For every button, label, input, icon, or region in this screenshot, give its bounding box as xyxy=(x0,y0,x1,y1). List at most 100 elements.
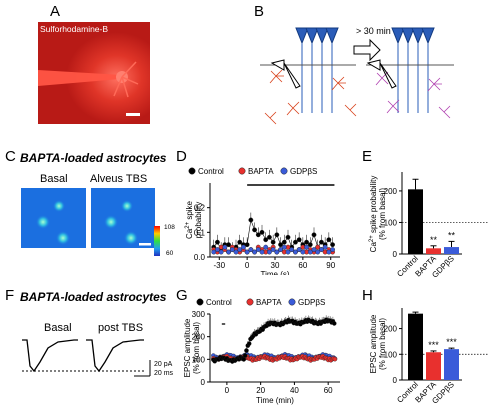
basal-image xyxy=(21,188,86,248)
bar-1 xyxy=(426,352,441,380)
y-axis-label: Ca2+ spike xyxy=(185,200,194,239)
data-point xyxy=(215,239,220,245)
data-point xyxy=(229,247,235,253)
y-tick-label: 200 xyxy=(384,187,398,196)
data-point xyxy=(319,239,324,245)
trace-post-tbs xyxy=(86,339,144,373)
y-axis-label: Ca2+ spike probability xyxy=(369,176,378,253)
data-point xyxy=(326,237,332,243)
panel-a-micrograph: Sulforhodamine-B xyxy=(38,22,150,124)
y-axis-label-2: probability xyxy=(194,202,203,238)
x-tick-label: 20 xyxy=(256,386,265,395)
data-point xyxy=(293,239,298,245)
data-point xyxy=(252,249,257,255)
scale-max: 108 xyxy=(164,224,175,231)
data-point xyxy=(252,227,257,233)
x-tick-label: 30 xyxy=(271,261,280,270)
tbs-image xyxy=(91,188,155,248)
panel-label-a: A xyxy=(50,3,61,20)
data-point xyxy=(241,357,247,362)
bar-2 xyxy=(444,349,459,380)
y-tick-label: 200 xyxy=(384,325,398,334)
astrocytes-after xyxy=(375,71,451,119)
data-point xyxy=(215,247,220,253)
data-point xyxy=(244,242,250,248)
data-point xyxy=(267,234,272,240)
panel-label-c: C xyxy=(5,148,16,165)
y-tick-label: 0.1 xyxy=(194,228,206,237)
x-tick-label: 0 xyxy=(225,386,230,395)
scalebar-pa: 20 pA xyxy=(154,361,173,368)
y-axis-label-2: (% from basal) xyxy=(192,322,201,374)
y-tick-label: 0 xyxy=(393,250,398,259)
scale-min: 60 xyxy=(166,250,174,257)
significance-1: ** xyxy=(430,235,438,245)
y-tick-label: 0 xyxy=(393,376,398,385)
data-point xyxy=(326,249,332,255)
data-point xyxy=(244,249,250,255)
legend-marker-0 xyxy=(196,298,204,306)
data-point xyxy=(233,249,239,255)
data-point xyxy=(285,234,291,240)
legend-label-2: GDPβS xyxy=(298,298,325,307)
data-point xyxy=(331,321,337,326)
y-tick-label: 100 xyxy=(384,218,398,227)
trace-basal xyxy=(22,339,78,373)
x-tick-label: 60 xyxy=(324,386,333,395)
legend-marker-2 xyxy=(288,298,296,306)
legend-marker-1 xyxy=(238,167,246,175)
scalebar-ms: 20 ms xyxy=(154,370,174,377)
bar-2 xyxy=(444,247,459,254)
data-point xyxy=(226,249,231,255)
neurons-after xyxy=(366,27,454,113)
chart-d: Control BAPTA GDPβS 0.0 0.1 0.2 -30 0 30 60 90 Time… xyxy=(185,167,340,275)
panel-label-g: G xyxy=(176,287,188,304)
pipette-fluorescence-image xyxy=(38,22,150,124)
y-tick-label: 0.2 xyxy=(194,204,206,213)
legend-marker-2 xyxy=(280,167,288,175)
y-tick-label: 0.0 xyxy=(194,253,206,262)
data-point xyxy=(263,237,269,243)
legend-label-1: BAPTA xyxy=(256,298,282,307)
bar-1 xyxy=(426,248,441,254)
legend-label-0: Control xyxy=(198,167,224,176)
data-point xyxy=(330,242,335,248)
data-point xyxy=(330,247,335,253)
panel-label-b: B xyxy=(254,3,265,20)
data-point xyxy=(237,239,243,245)
data-point xyxy=(307,242,313,248)
data-point xyxy=(307,249,313,255)
x-tick-label: 90 xyxy=(326,261,335,270)
data-point xyxy=(270,247,276,253)
data-point xyxy=(237,247,243,253)
x-axis-label: Time (s) xyxy=(260,270,289,275)
data-point xyxy=(278,247,283,253)
y-axis-label-2: (% from basal) xyxy=(378,188,387,240)
data-point xyxy=(311,232,317,238)
data-point xyxy=(242,353,248,358)
bar-0 xyxy=(408,313,423,380)
legend-label-0: Control xyxy=(206,298,232,307)
y-tick-label: 300 xyxy=(192,310,206,319)
data-point xyxy=(274,232,280,238)
basal-label: Basal xyxy=(40,173,68,185)
data-point xyxy=(246,341,252,346)
x-tick-label: 0 xyxy=(245,261,250,270)
significance-2: *** xyxy=(446,337,457,347)
data-point xyxy=(244,348,249,353)
data-point xyxy=(304,239,309,245)
data-point xyxy=(222,244,228,250)
trace-basal-label: Basal xyxy=(44,322,72,334)
dye-label: Sulforhodamine-B xyxy=(40,24,109,34)
data-point xyxy=(248,247,254,253)
data-point xyxy=(255,247,261,253)
superscript: 2+ xyxy=(369,235,375,242)
data-point xyxy=(322,244,328,250)
superscript: 2+ xyxy=(185,221,191,228)
data-point xyxy=(259,249,265,255)
data-point xyxy=(281,244,287,250)
data-point xyxy=(259,229,265,235)
data-point xyxy=(296,247,302,253)
